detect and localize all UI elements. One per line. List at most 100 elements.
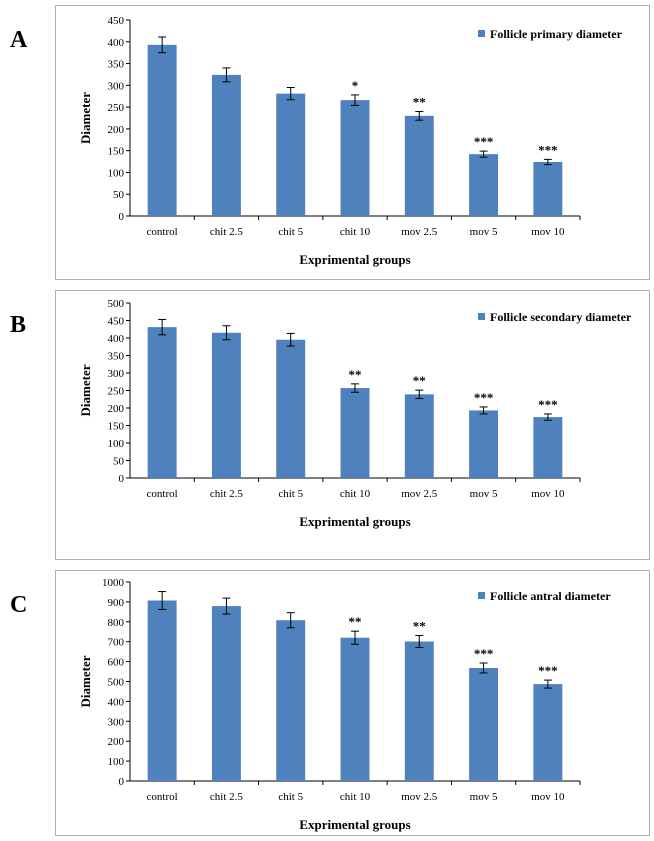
y-tick-label: 400 <box>108 696 125 708</box>
bar <box>469 667 499 781</box>
significance-marker: ** <box>413 94 426 109</box>
legend-label: Follicle primary diameter <box>490 27 623 41</box>
x-tick-label: mov 5 <box>470 791 498 803</box>
x-tick-label: chit 5 <box>278 226 303 238</box>
y-tick-label: 50 <box>113 189 125 201</box>
x-tick-label: chit 2.5 <box>210 226 243 238</box>
y-tick-label: 450 <box>108 15 125 27</box>
bar-chart-b: 0 50 100 150 200 250 300 350 400 450 500 control chi… <box>78 298 632 529</box>
x-tick-label: chit 2.5 <box>210 791 243 803</box>
significance-marker: *** <box>538 397 558 412</box>
y-tick-label: 100 <box>108 167 125 179</box>
y-axis-title: Diameter <box>78 364 93 416</box>
x-tick-label: control <box>147 488 178 500</box>
y-tick-label: 400 <box>108 37 125 49</box>
significance-marker: ** <box>349 614 362 629</box>
x-tick-label: mov 2.5 <box>401 791 438 803</box>
x-tick-label: control <box>147 791 178 803</box>
bar <box>340 388 370 478</box>
x-tick-label: mov 2.5 <box>401 488 438 500</box>
significance-marker: *** <box>474 134 494 149</box>
x-tick-label: control <box>147 226 178 238</box>
x-tick-label: chit 10 <box>340 488 371 500</box>
y-tick-label: 200 <box>108 403 125 415</box>
chart-panel-b: B 0 50 100 150 200 250 300 350 400 450 500 control c… <box>10 290 650 560</box>
y-tick-label: 600 <box>108 657 125 669</box>
y-tick-label: 700 <box>108 637 125 649</box>
bar <box>469 154 499 216</box>
y-tick-label: 150 <box>108 146 125 158</box>
x-tick-label: mov 10 <box>531 791 565 803</box>
bar-chart-a: 0 50 100 150 200 250 300 350 400 450 control chit 2… <box>78 15 623 267</box>
y-tick-label: 0 <box>119 776 125 788</box>
bar <box>533 161 563 216</box>
x-axis-title: Exprimental groups <box>299 514 410 529</box>
y-tick-label: 400 <box>108 333 125 345</box>
y-tick-label: 900 <box>108 597 125 609</box>
bar <box>147 600 177 781</box>
x-tick-label: chit 5 <box>278 488 303 500</box>
bar <box>211 606 241 781</box>
significance-marker: *** <box>474 390 494 405</box>
bar <box>533 684 563 781</box>
bar <box>147 327 177 478</box>
y-tick-label: 250 <box>108 102 125 114</box>
y-tick-label: 100 <box>108 756 125 768</box>
bar <box>533 417 563 478</box>
y-tick-label: 450 <box>108 316 125 328</box>
x-tick-label: mov 5 <box>470 226 498 238</box>
y-tick-label: 350 <box>108 59 125 71</box>
panel-label: C <box>10 592 28 618</box>
x-tick-label: mov 5 <box>470 488 498 500</box>
x-tick-label: mov 10 <box>531 488 565 500</box>
significance-marker: ** <box>413 619 426 634</box>
significance-marker: *** <box>538 663 558 678</box>
y-tick-label: 300 <box>108 716 125 728</box>
y-tick-label: 500 <box>108 298 125 310</box>
x-tick-label: mov 2.5 <box>401 226 438 238</box>
bar <box>469 410 499 478</box>
panel-label: B <box>10 312 27 338</box>
bar <box>340 100 370 216</box>
y-tick-label: 200 <box>108 736 125 748</box>
bar <box>340 637 370 781</box>
significance-marker: * <box>352 78 359 93</box>
y-tick-label: 100 <box>108 438 125 450</box>
x-axis-title: Exprimental groups <box>299 817 410 832</box>
chart-panel-a: A 0 50 100 150 200 250 300 350 400 450 control chit… <box>10 5 650 280</box>
chart-panel-c: C 0 100 200 300 400 500 600 700 800 900 1000 contro… <box>10 570 650 836</box>
significance-marker: *** <box>474 646 494 661</box>
y-tick-label: 1000 <box>102 577 125 589</box>
x-tick-label: chit 10 <box>340 791 371 803</box>
y-tick-label: 200 <box>108 124 125 136</box>
bar <box>211 332 241 478</box>
legend-swatch <box>478 313 485 320</box>
bar <box>404 394 434 478</box>
x-axis-title: Exprimental groups <box>299 252 410 267</box>
y-axis-title: Diameter <box>78 92 93 144</box>
bar <box>276 620 306 781</box>
y-tick-label: 250 <box>108 386 125 398</box>
significance-marker: ** <box>349 367 362 382</box>
x-tick-label: chit 10 <box>340 226 371 238</box>
legend-swatch <box>478 592 485 599</box>
y-tick-label: 300 <box>108 80 125 92</box>
bar <box>276 339 306 478</box>
significance-marker: *** <box>538 142 558 157</box>
y-axis-title: Diameter <box>78 655 93 707</box>
x-tick-label: chit 2.5 <box>210 488 243 500</box>
bar <box>404 115 434 216</box>
y-tick-label: 300 <box>108 368 125 380</box>
y-tick-label: 500 <box>108 677 125 689</box>
bar <box>211 74 241 216</box>
y-tick-label: 0 <box>119 211 125 223</box>
bar <box>147 44 177 217</box>
significance-marker: ** <box>413 373 426 388</box>
legend-label: Follicle secondary diameter <box>490 310 632 324</box>
bar <box>404 641 434 781</box>
x-tick-label: chit 5 <box>278 791 303 803</box>
bar-chart-c: 0 100 200 300 400 500 600 700 800 900 1000 control c… <box>78 577 611 832</box>
x-tick-label: mov 10 <box>531 226 565 238</box>
y-tick-label: 150 <box>108 421 125 433</box>
bar <box>276 93 306 216</box>
